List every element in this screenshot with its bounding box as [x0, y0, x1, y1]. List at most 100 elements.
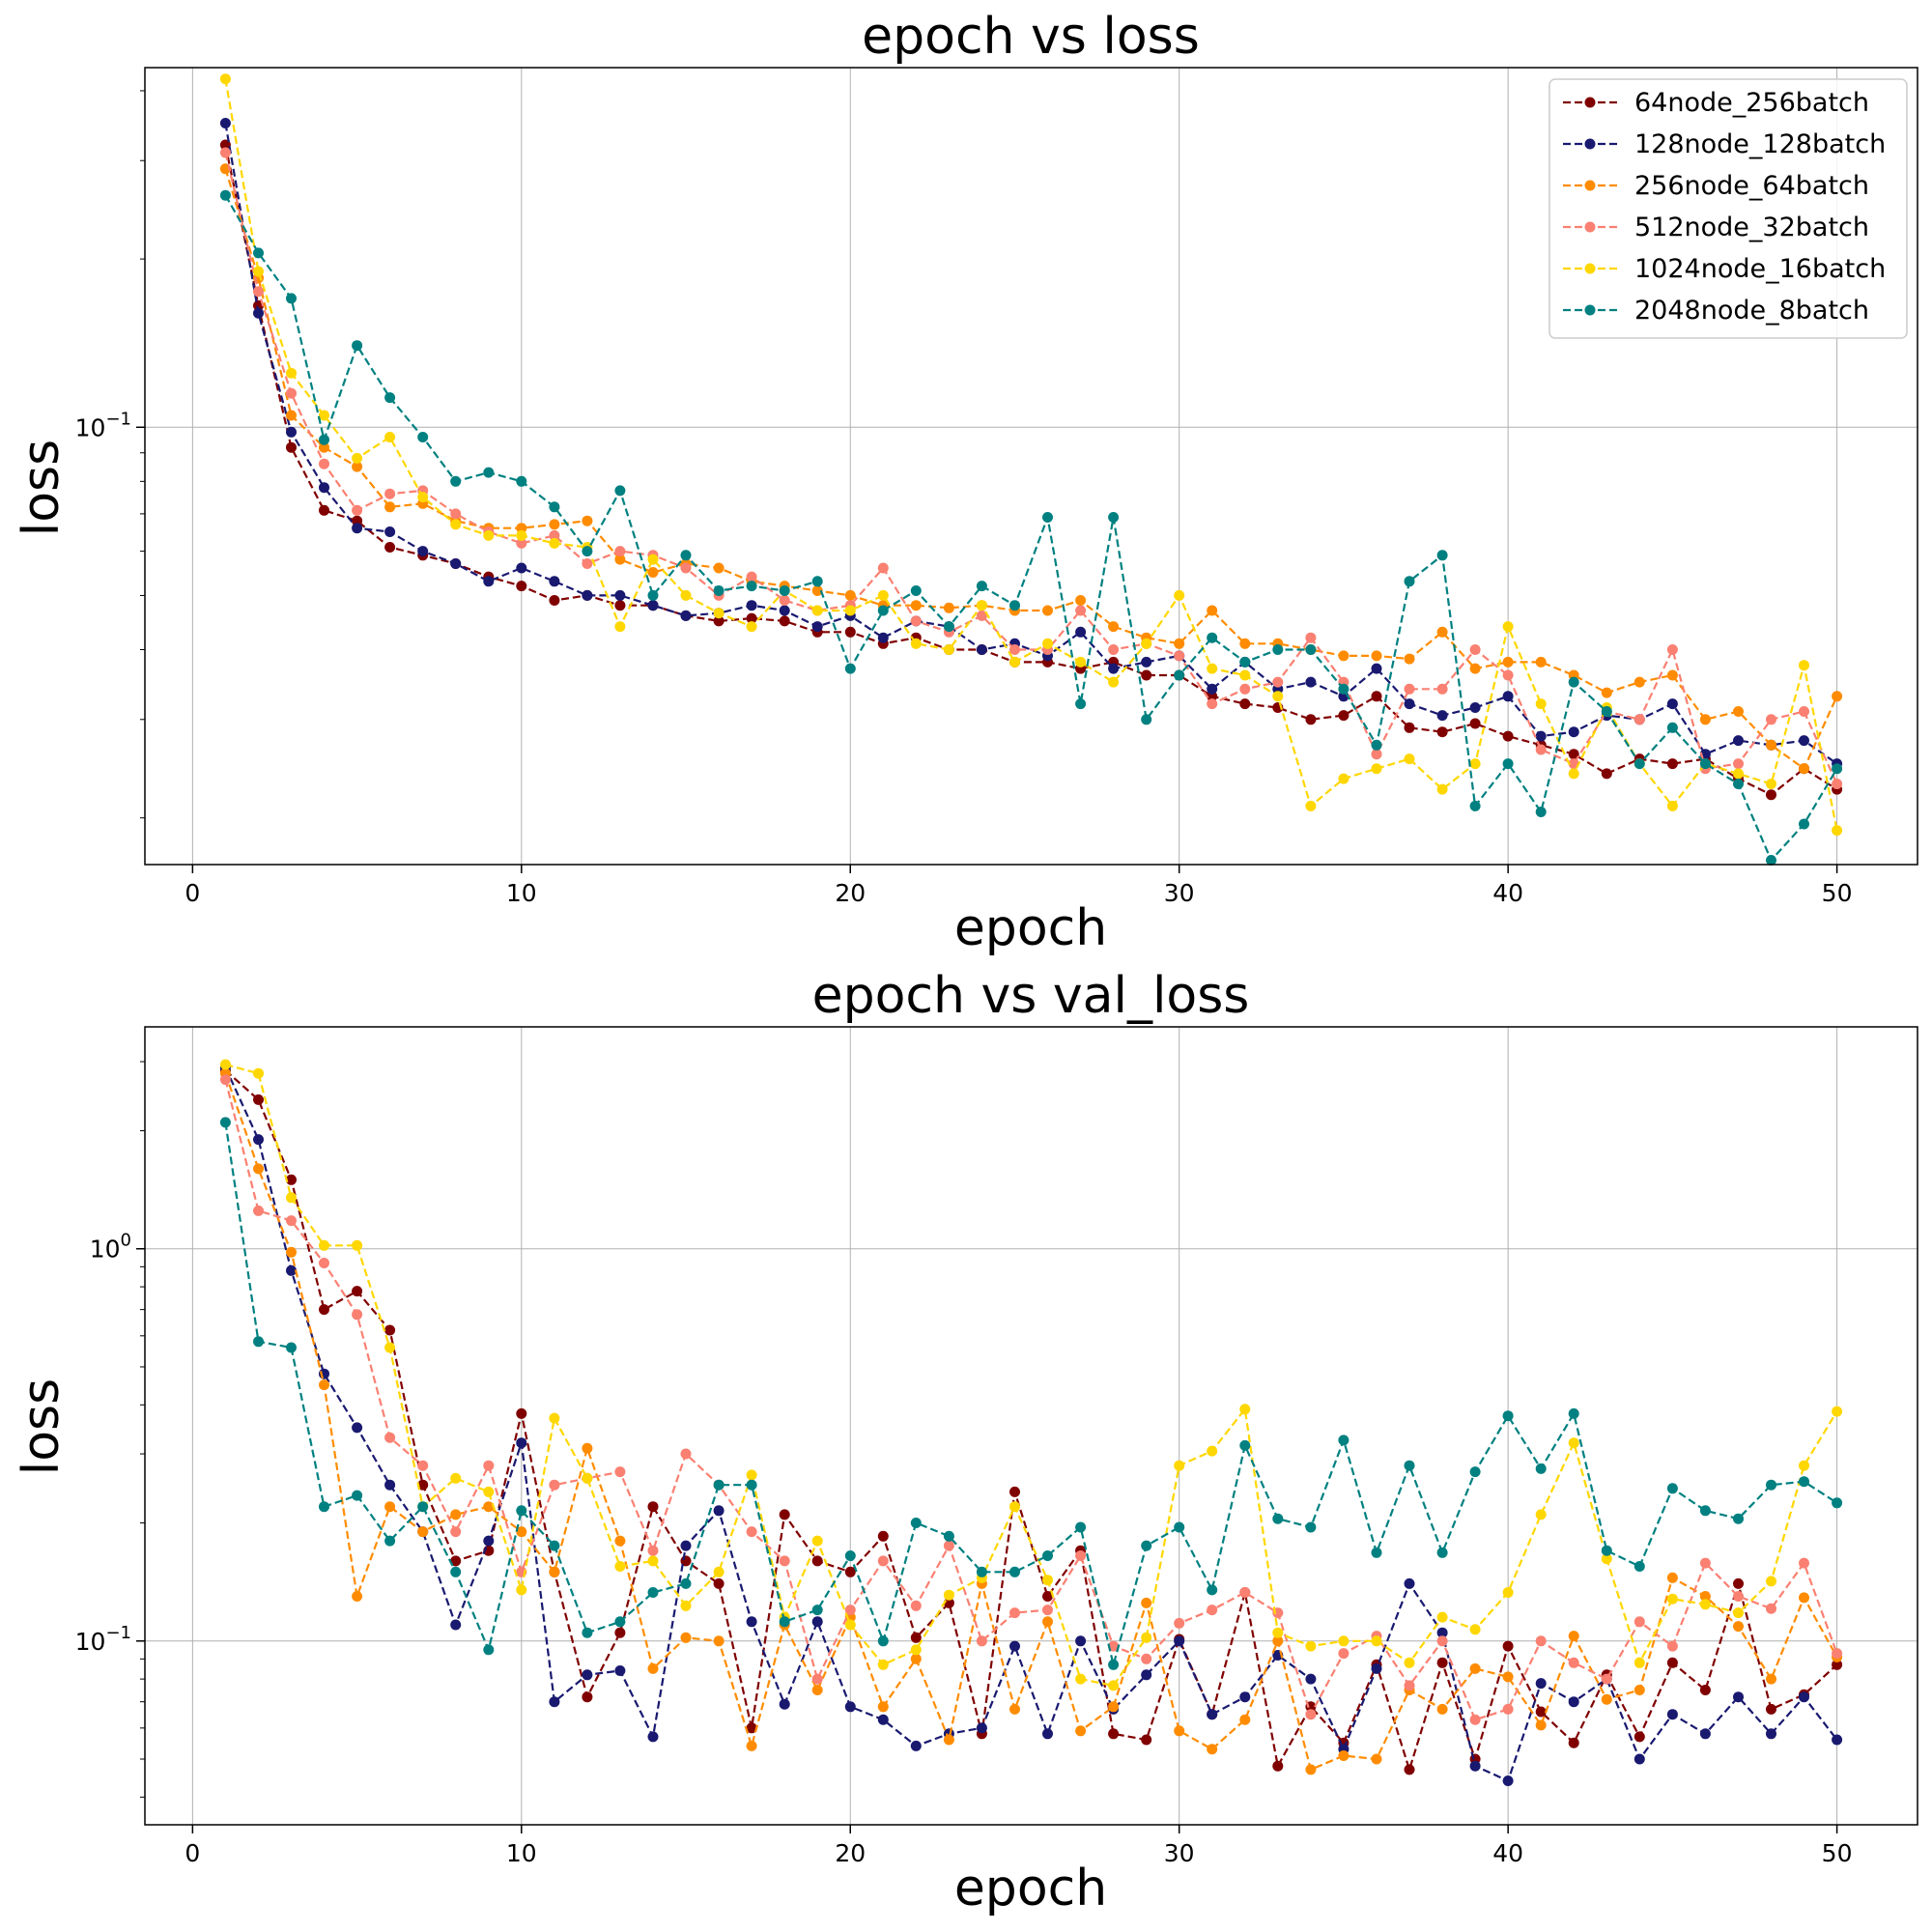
data-point — [450, 1509, 462, 1520]
data-point — [1239, 656, 1251, 668]
data-point — [713, 585, 724, 596]
data-point — [976, 1635, 987, 1647]
data-point — [746, 1740, 757, 1751]
data-point — [483, 1501, 495, 1513]
data-point — [1436, 1627, 1448, 1638]
data-point — [582, 515, 593, 526]
data-point — [1699, 1505, 1711, 1517]
data-point — [450, 519, 462, 530]
data-point — [614, 1561, 626, 1572]
data-point — [1436, 710, 1448, 722]
data-point — [614, 1627, 626, 1638]
x-tick-label: 30 — [1164, 879, 1195, 907]
x-tick-label: 40 — [1492, 879, 1523, 907]
data-point — [1404, 683, 1415, 695]
series-line — [224, 168, 1838, 771]
data-point — [1404, 722, 1415, 733]
data-point — [647, 1545, 659, 1556]
data-point — [1042, 1728, 1053, 1740]
data-point — [384, 1535, 396, 1547]
data-point — [1832, 1659, 1843, 1670]
data-point — [811, 1605, 823, 1616]
data-point — [319, 1304, 329, 1316]
legend-label: 1024node_16batch — [1634, 254, 1886, 284]
series-line — [224, 1079, 1838, 1721]
legend-item-128node-128batch: 128node_128batch — [1563, 129, 1886, 159]
data-point — [1535, 698, 1547, 710]
data-point — [1174, 589, 1185, 601]
data-point — [1075, 626, 1087, 638]
data-point — [384, 488, 396, 499]
series-128node-128batch — [219, 1062, 1843, 1786]
data-point — [1042, 1575, 1053, 1586]
data-point — [1207, 1744, 1218, 1755]
data-point — [1338, 683, 1350, 695]
data-point — [1371, 691, 1382, 702]
data-point — [582, 1442, 593, 1454]
data-point — [1338, 1635, 1350, 1647]
data-point — [253, 1205, 264, 1216]
data-point — [1733, 758, 1744, 770]
data-point — [779, 585, 790, 596]
data-point — [1174, 1635, 1185, 1647]
data-point — [713, 615, 724, 627]
data-point — [516, 1407, 527, 1419]
data-point — [450, 1566, 462, 1577]
data-point — [976, 610, 987, 621]
data-point — [1108, 1680, 1120, 1691]
data-point — [811, 621, 823, 633]
data-point — [1075, 656, 1087, 668]
data-point — [1174, 638, 1185, 649]
data-point — [253, 1163, 264, 1175]
data-point — [877, 632, 889, 643]
data-point — [910, 1518, 922, 1528]
data-point — [1634, 1731, 1645, 1743]
data-point — [1207, 1709, 1218, 1720]
data-point — [680, 589, 692, 601]
data-point — [1733, 735, 1744, 747]
data-point — [1436, 1657, 1448, 1668]
data-point — [450, 558, 462, 569]
data-point — [1305, 1709, 1317, 1720]
data-point — [1733, 768, 1744, 780]
data-point — [1733, 779, 1744, 789]
data-point — [680, 562, 692, 574]
data-point — [1436, 1635, 1448, 1647]
data-point — [1469, 718, 1481, 729]
data-point — [1832, 1497, 1843, 1509]
data-point — [1174, 650, 1185, 662]
data-point — [384, 501, 396, 513]
data-point — [417, 1479, 429, 1491]
data-point — [1239, 638, 1251, 649]
data-point — [976, 644, 987, 655]
data-point — [1502, 656, 1514, 668]
chart-panel-loss: epoch vs loss 0 10 20 30 40 50 10−1 epoch los… — [13, 8, 1918, 957]
data-point — [1601, 1673, 1612, 1685]
data-point — [779, 1616, 790, 1628]
data-point — [1535, 744, 1547, 755]
data-point — [319, 1501, 329, 1513]
data-point — [253, 307, 264, 319]
data-point — [384, 432, 396, 442]
data-point — [1502, 758, 1514, 770]
data-point — [1436, 726, 1448, 738]
legend: 64node_256batch 128node_128batch 256node_6… — [1548, 78, 1908, 339]
data-point — [1568, 726, 1579, 738]
chart-panel-val-loss: epoch vs val_loss 0 10 20 30 40 50 10−1 100 ep… — [13, 967, 1918, 1918]
data-point — [417, 1501, 429, 1513]
data-point — [614, 621, 626, 633]
data-point — [1666, 1483, 1678, 1494]
data-point — [1239, 698, 1251, 710]
data-point — [450, 1472, 462, 1484]
data-point — [352, 1591, 363, 1602]
data-point — [417, 432, 429, 442]
legend-marker — [1584, 221, 1596, 233]
y-axis-ticks: 10−1 — [75, 90, 145, 819]
x-tick-label: 20 — [835, 879, 866, 907]
data-point — [844, 1550, 856, 1561]
data-point — [253, 1336, 264, 1348]
data-point — [1075, 1673, 1087, 1685]
data-point — [1799, 660, 1809, 671]
data-point — [286, 367, 297, 379]
